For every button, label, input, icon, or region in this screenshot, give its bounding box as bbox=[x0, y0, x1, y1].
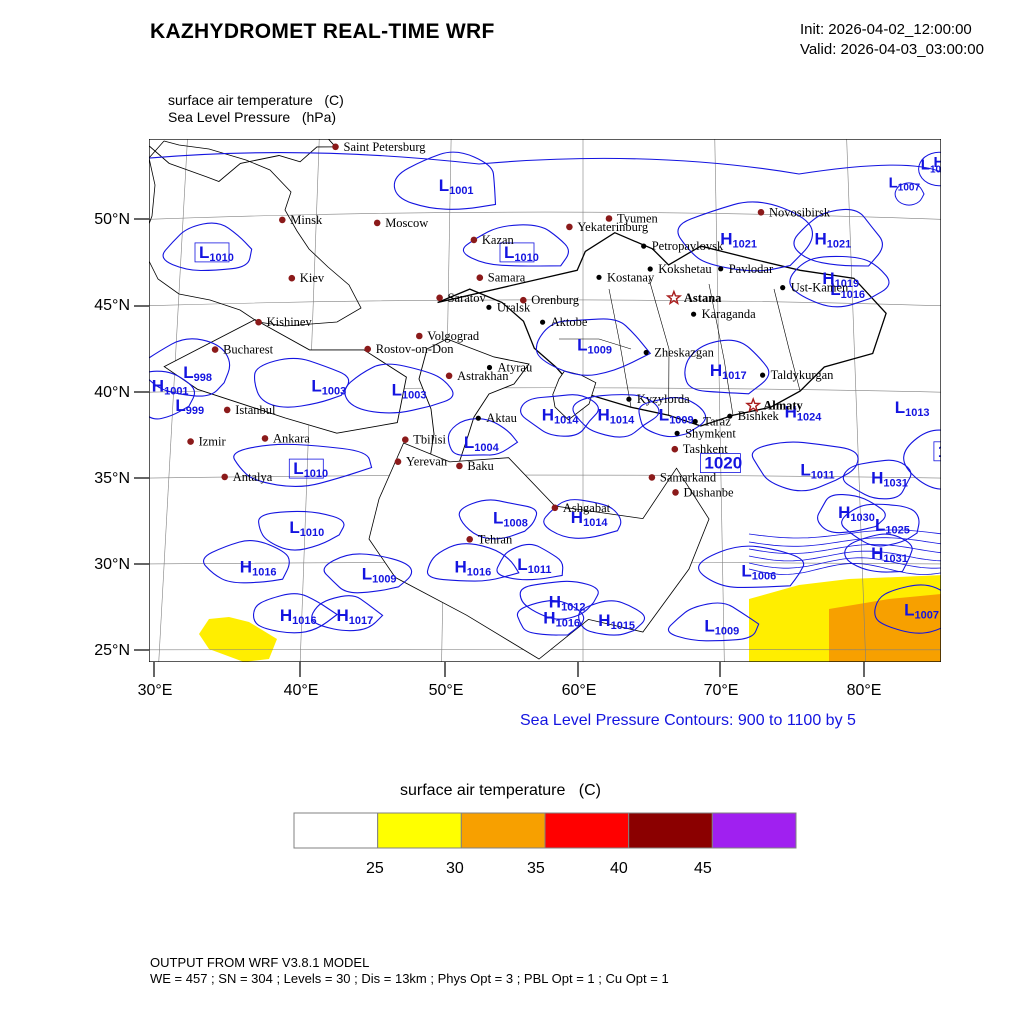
svg-text:Ust-Kamen: Ust-Kamen bbox=[791, 281, 849, 295]
svg-text:Kyzylorda: Kyzylorda bbox=[637, 392, 690, 406]
svg-text:Aktobe: Aktobe bbox=[551, 315, 588, 329]
svg-text:Kishinev: Kishinev bbox=[267, 315, 313, 329]
svg-text:Orenburg: Orenburg bbox=[531, 293, 579, 307]
svg-text:Pavlodar: Pavlodar bbox=[729, 262, 774, 276]
svg-text:Atyrau: Atyrau bbox=[498, 361, 533, 375]
svg-text:Tashkent: Tashkent bbox=[683, 442, 728, 456]
svg-text:Moscow: Moscow bbox=[385, 216, 428, 230]
svg-text:Minsk: Minsk bbox=[290, 213, 323, 227]
svg-text:Saint Petersburg: Saint Petersburg bbox=[344, 140, 427, 154]
svg-text:Antalya: Antalya bbox=[233, 470, 273, 484]
svg-text:Kostanay: Kostanay bbox=[607, 270, 655, 284]
svg-text:Samarkand: Samarkand bbox=[660, 470, 717, 484]
svg-text:Yerevan: Yerevan bbox=[406, 455, 448, 469]
svg-text:Kiev: Kiev bbox=[300, 271, 325, 285]
svg-text:Saratov: Saratov bbox=[448, 291, 487, 305]
svg-text:Petropavlovsk: Petropavlovsk bbox=[652, 239, 724, 253]
svg-text:Uralsk: Uralsk bbox=[497, 300, 531, 314]
svg-text:Istanbul: Istanbul bbox=[235, 403, 276, 417]
svg-text:H: H bbox=[934, 154, 942, 171]
svg-text:Astana: Astana bbox=[684, 291, 722, 305]
svg-text:Tehran: Tehran bbox=[478, 532, 513, 546]
svg-text:Bishkek: Bishkek bbox=[738, 409, 780, 423]
svg-text:Baku: Baku bbox=[467, 459, 494, 473]
svg-text:Izmir: Izmir bbox=[199, 435, 227, 449]
svg-text:Shymkent: Shymkent bbox=[685, 426, 736, 440]
svg-text:Zheskazgan: Zheskazgan bbox=[654, 346, 714, 360]
svg-text:Karaganda: Karaganda bbox=[702, 307, 757, 321]
svg-text:Novosibirsk: Novosibirsk bbox=[769, 205, 831, 219]
svg-text:Dushanbe: Dushanbe bbox=[684, 485, 734, 499]
svg-text:Ashgabat: Ashgabat bbox=[563, 501, 611, 515]
svg-text:Bucharest: Bucharest bbox=[223, 343, 274, 357]
svg-text:Kazan: Kazan bbox=[482, 233, 515, 247]
svg-text:Rostov-on-Don: Rostov-on-Don bbox=[376, 342, 455, 356]
svg-text:Aktau: Aktau bbox=[486, 411, 517, 425]
svg-text:Tbilisi: Tbilisi bbox=[413, 433, 446, 447]
svg-text:Volgograd: Volgograd bbox=[427, 329, 480, 343]
svg-text:Kokshetau: Kokshetau bbox=[658, 262, 712, 276]
svg-text:Yekaterinburg: Yekaterinburg bbox=[577, 220, 648, 234]
svg-text:Ankara: Ankara bbox=[273, 431, 310, 445]
svg-text:Taldykurgan: Taldykurgan bbox=[771, 368, 835, 382]
svg-text:Samara: Samara bbox=[488, 271, 526, 285]
